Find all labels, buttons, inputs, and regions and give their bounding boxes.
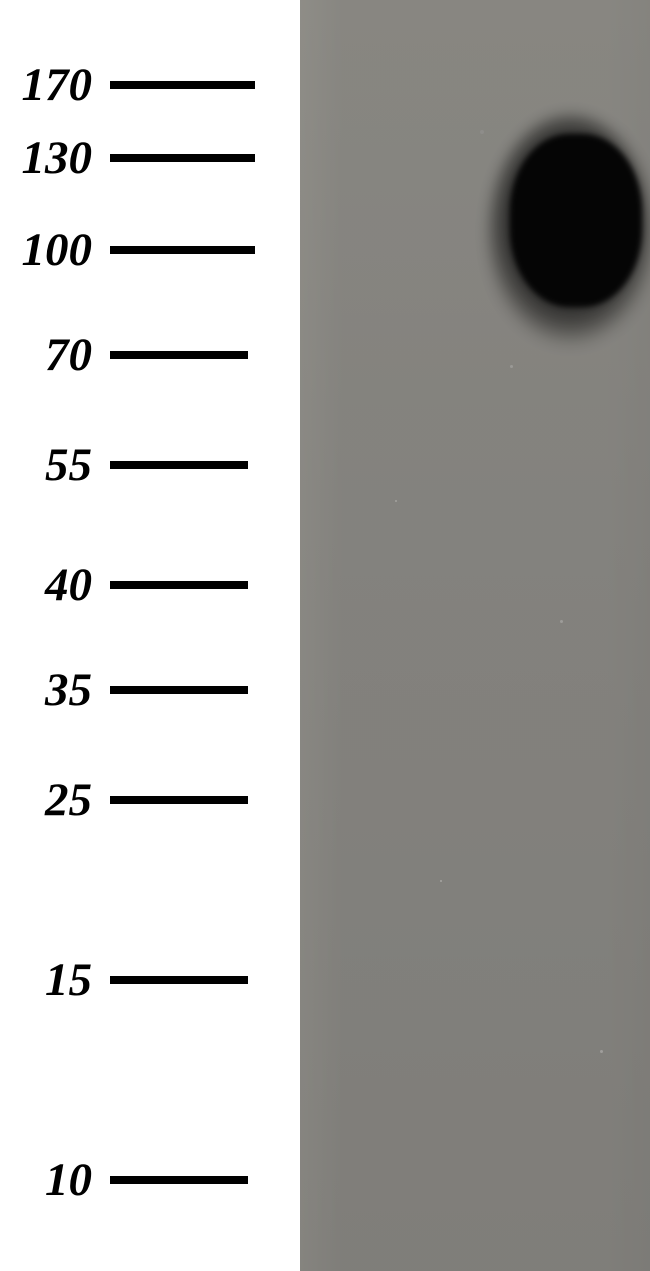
molecular-weight-ladder: 170 130 100 70 55 40 35 25 15 10 xyxy=(0,0,300,1271)
marker-label: 35 xyxy=(0,663,110,717)
marker-tick xyxy=(110,81,255,89)
marker-label: 10 xyxy=(0,1153,110,1207)
marker-row: 40 xyxy=(0,558,300,612)
marker-tick xyxy=(110,246,255,254)
marker-row: 35 xyxy=(0,663,300,717)
marker-row: 130 xyxy=(0,131,300,185)
marker-row: 170 xyxy=(0,58,300,112)
blot-membrane xyxy=(300,0,650,1271)
marker-row: 70 xyxy=(0,328,300,382)
marker-tick xyxy=(110,976,248,984)
marker-tick xyxy=(110,581,248,589)
marker-tick xyxy=(110,1176,248,1184)
noise-speck xyxy=(510,365,513,368)
marker-tick xyxy=(110,796,248,804)
marker-label: 40 xyxy=(0,558,110,612)
noise-speck xyxy=(440,880,442,882)
marker-label: 25 xyxy=(0,773,110,827)
protein-band-core xyxy=(510,134,642,307)
marker-row: 100 xyxy=(0,223,300,277)
marker-row: 25 xyxy=(0,773,300,827)
marker-tick xyxy=(110,461,248,469)
marker-row: 10 xyxy=(0,1153,300,1207)
marker-label: 55 xyxy=(0,438,110,492)
marker-label: 170 xyxy=(0,58,110,112)
noise-speck xyxy=(480,130,484,134)
marker-tick xyxy=(110,686,248,694)
noise-speck xyxy=(560,620,563,623)
western-blot-figure: 170 130 100 70 55 40 35 25 15 10 xyxy=(0,0,650,1271)
marker-row: 55 xyxy=(0,438,300,492)
marker-label: 130 xyxy=(0,131,110,185)
marker-row: 15 xyxy=(0,953,300,1007)
marker-label: 100 xyxy=(0,223,110,277)
marker-label: 15 xyxy=(0,953,110,1007)
marker-tick xyxy=(110,154,255,162)
marker-tick xyxy=(110,351,248,359)
noise-speck xyxy=(600,1050,603,1053)
noise-speck xyxy=(395,500,397,502)
marker-label: 70 xyxy=(0,328,110,382)
